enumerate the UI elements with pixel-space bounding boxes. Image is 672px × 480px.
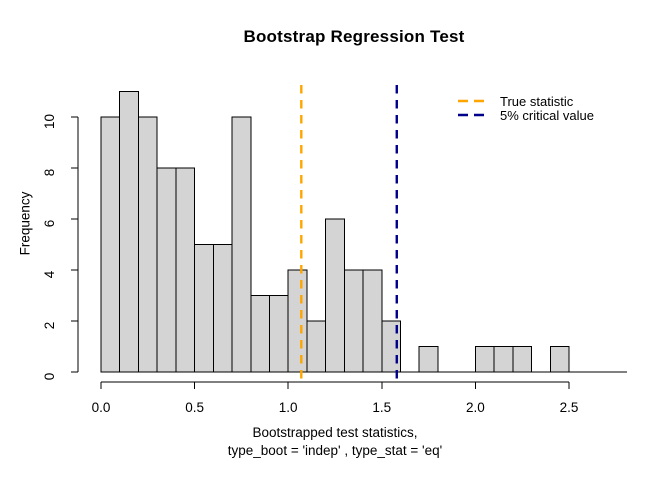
- x-axis-label-line2: type_boot = 'indep' , type_stat = 'eq': [227, 443, 443, 458]
- y-tick-label: 10: [42, 114, 57, 129]
- dashed-line-orange-icon: [458, 99, 485, 103]
- histogram-bar: [100, 116, 121, 373]
- histogram-bar: [418, 346, 439, 373]
- x-tick-label: 2.0: [466, 400, 485, 415]
- legend-item-critical-value: 5% critical value: [458, 107, 594, 123]
- histogram-bar: [212, 244, 233, 373]
- histogram-bar: [119, 91, 139, 373]
- histogram-bar: [474, 346, 495, 373]
- histogram-bar: [194, 244, 214, 373]
- histogram-bar: [287, 269, 308, 373]
- histogram-bar: [306, 320, 327, 373]
- histogram-bar: [231, 116, 252, 373]
- histogram-bar: [362, 269, 383, 373]
- histogram-bar: [549, 346, 570, 373]
- histogram-bar: [512, 346, 533, 373]
- legend-label: 5% critical value: [500, 107, 594, 123]
- x-tick-label: 0.0: [92, 400, 111, 415]
- x-tick-label: 1.5: [372, 400, 391, 415]
- y-tick-label: 8: [42, 169, 57, 177]
- x-tick-label: 2.5: [560, 400, 579, 415]
- legend-label: True statistic: [500, 93, 574, 109]
- histogram-bar: [325, 218, 345, 373]
- chart-title: Bootstrap Regression Test: [243, 27, 465, 46]
- dashed-line-navy-icon: [458, 113, 485, 117]
- x-axis-label-line1: Bootstrapped test statistics,: [252, 425, 418, 440]
- y-tick-label: 2: [42, 322, 57, 330]
- y-axis-label: Frequency: [17, 191, 33, 256]
- histogram-bar: [250, 295, 270, 373]
- x-tick-label: 1.0: [279, 400, 298, 415]
- x-axis-label: Bootstrapped test statistics, type_boot …: [101, 424, 569, 460]
- y-tick-label: 0: [42, 373, 57, 381]
- histogram-bar: [493, 346, 514, 373]
- histogram-bar: [137, 116, 158, 373]
- histogram-bar: [156, 167, 177, 373]
- histogram-bar: [343, 269, 364, 373]
- y-tick-label: 6: [42, 220, 57, 228]
- histogram-bar: [175, 167, 196, 373]
- histogram-bar: [268, 295, 289, 373]
- legend-item-true-statistic: True statistic: [458, 93, 594, 109]
- x-tick-label: 0.5: [185, 400, 204, 415]
- y-tick-label: 4: [42, 270, 57, 278]
- legend: True statistic 5% critical value: [458, 93, 594, 123]
